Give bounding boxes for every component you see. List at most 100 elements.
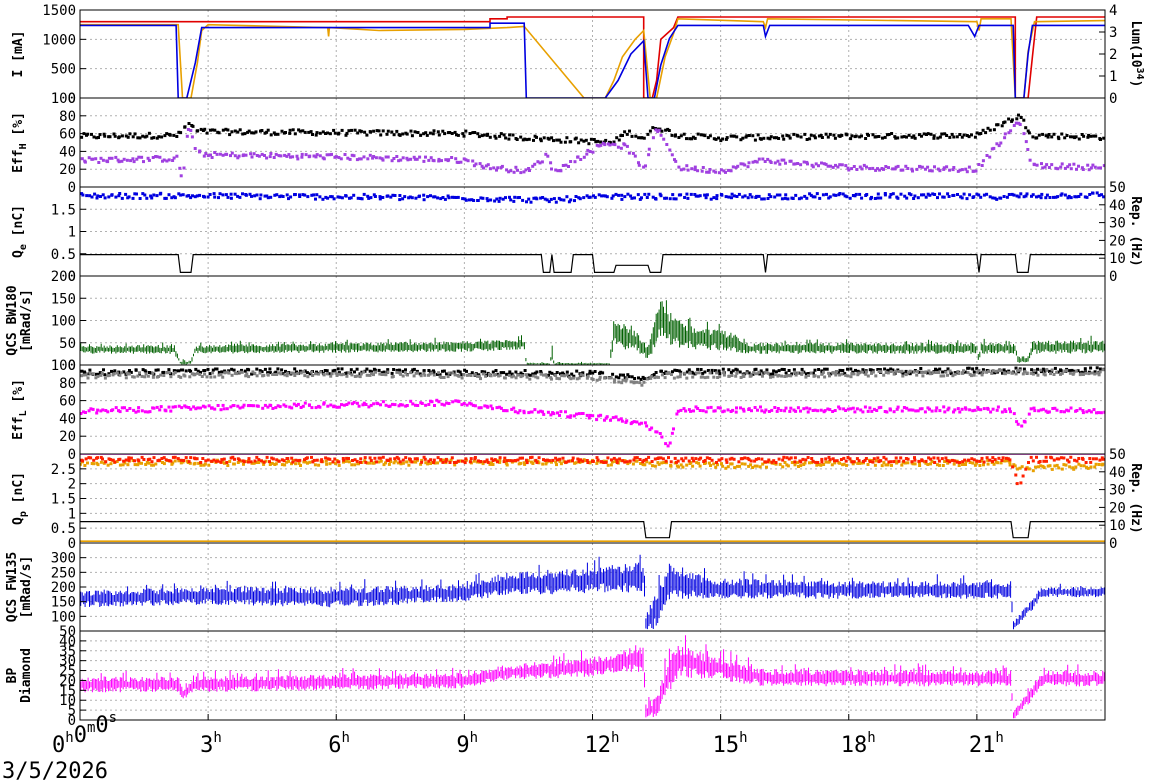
data-point-effl-0 <box>392 368 396 371</box>
data-point-effl-0 <box>572 374 576 378</box>
data-point-effl-0 <box>696 367 700 371</box>
data-point-effh-0 <box>344 133 348 137</box>
data-point-qe-0 <box>988 195 992 199</box>
data-point-effl-2 <box>433 404 436 407</box>
data-point-qp-1 <box>963 458 967 462</box>
data-point-effl-0 <box>1083 367 1087 371</box>
y-tick-label: 40 <box>59 634 76 650</box>
data-point-qp-0 <box>228 460 232 463</box>
data-point-effh-0 <box>527 137 531 141</box>
data-point-effh-0 <box>912 134 916 138</box>
data-point-effh-0 <box>471 131 475 135</box>
data-point-effh-0 <box>845 133 849 137</box>
data-point-qp-0 <box>1062 463 1066 467</box>
data-point-qe-0 <box>679 193 683 197</box>
data-point-effh-0 <box>80 135 84 139</box>
data-point-effh-1 <box>279 154 283 158</box>
data-point-qe-0 <box>1045 193 1049 197</box>
data-point-effh-1 <box>348 157 352 161</box>
data-point-effl-2 <box>477 406 481 410</box>
data-point-effl-0 <box>588 369 592 373</box>
data-point-qp-0 <box>144 463 148 466</box>
data-point-effl-0 <box>122 370 126 374</box>
data-point-effl-1 <box>645 377 649 381</box>
data-point-effh-0 <box>1065 134 1069 137</box>
data-point-effl-0 <box>964 370 967 374</box>
data-point-effh-0 <box>996 123 1000 127</box>
data-point-qp-0 <box>740 462 744 466</box>
data-point-effh-0 <box>975 131 979 135</box>
data-point-qp-0 <box>429 462 433 465</box>
data-point-effl-0 <box>784 371 788 375</box>
data-point-effl-0 <box>260 370 264 374</box>
data-point-effh-0 <box>623 130 627 134</box>
data-point-qe-0 <box>476 199 480 202</box>
data-point-effl-0 <box>811 371 815 375</box>
data-point-effl-2 <box>199 406 202 410</box>
data-point-effl-1 <box>173 371 177 375</box>
data-point-effh-0 <box>291 128 295 132</box>
data-point-effl-2 <box>696 407 700 410</box>
data-point-qe-0 <box>301 193 305 197</box>
data-point-effh-1 <box>773 161 777 165</box>
data-point-effh-1 <box>556 169 560 173</box>
data-point-effh-0 <box>443 132 447 136</box>
data-point-qe-0 <box>407 196 411 200</box>
data-point-qp-1 <box>184 456 188 460</box>
data-point-qp-1 <box>690 456 694 460</box>
data-point-effh-1 <box>135 157 139 161</box>
data-point-qp-1 <box>681 459 685 463</box>
data-point-effh-0 <box>967 135 971 139</box>
data-point-effh-0 <box>907 133 911 137</box>
data-point-effh-0 <box>703 134 707 138</box>
data-point-effh-1 <box>637 163 641 167</box>
data-point-effh-1 <box>230 151 234 155</box>
data-point-qe-0 <box>851 194 855 197</box>
data-point-effh-0 <box>1069 135 1072 139</box>
data-point-qp-1 <box>1062 456 1066 460</box>
data-point-effh-1 <box>155 155 159 159</box>
data-point-effl-1 <box>398 371 401 375</box>
data-point-effh-1 <box>769 161 773 164</box>
data-point-qe-0 <box>922 193 926 197</box>
data-point-qp-0 <box>382 463 386 467</box>
data-point-effl-2 <box>536 410 540 414</box>
data-point-effl-2 <box>1004 410 1008 413</box>
data-point-qe-0 <box>633 196 636 200</box>
data-point-effl-1 <box>877 369 881 373</box>
data-point-qp-1 <box>469 457 473 461</box>
data-point-effl-2 <box>701 409 705 413</box>
data-point-qp-1 <box>345 456 349 460</box>
data-point-effh-1 <box>368 153 372 157</box>
data-point-effl-1 <box>555 376 559 380</box>
data-point-effh-1 <box>865 165 868 169</box>
data-point-qp-1 <box>342 458 346 462</box>
data-point-effl-0 <box>1080 370 1084 374</box>
data-point-effh-0 <box>664 128 668 132</box>
data-point-qp-1 <box>1024 467 1028 471</box>
data-point-effh-0 <box>241 132 245 136</box>
data-point-effl-1 <box>953 372 957 376</box>
data-point-effl-1 <box>915 373 919 377</box>
data-point-effl-2 <box>391 402 394 406</box>
y-tick-label: 0 <box>68 713 76 729</box>
data-point-qe-0 <box>860 196 864 200</box>
data-point-effl-1 <box>476 374 480 378</box>
data-point-effl-1 <box>519 375 523 379</box>
data-point-effl-0 <box>967 366 971 370</box>
data-point-effh-0 <box>177 130 181 134</box>
data-point-effl-1 <box>722 371 726 375</box>
data-point-effh-0 <box>753 138 757 142</box>
data-point-effl-0 <box>458 370 462 374</box>
data-point-effl-1 <box>545 375 549 379</box>
data-point-effl-2 <box>989 410 993 414</box>
data-point-effl-2 <box>393 403 397 407</box>
data-point-effl-2 <box>332 404 336 408</box>
data-point-effl-2 <box>1047 410 1051 414</box>
data-point-qp-0 <box>531 462 535 465</box>
data-point-effl-0 <box>706 369 710 372</box>
data-point-qp-1 <box>118 457 122 461</box>
data-point-qe-0 <box>909 193 913 197</box>
data-point-effh-0 <box>230 130 234 134</box>
data-point-effl-2 <box>920 407 924 411</box>
